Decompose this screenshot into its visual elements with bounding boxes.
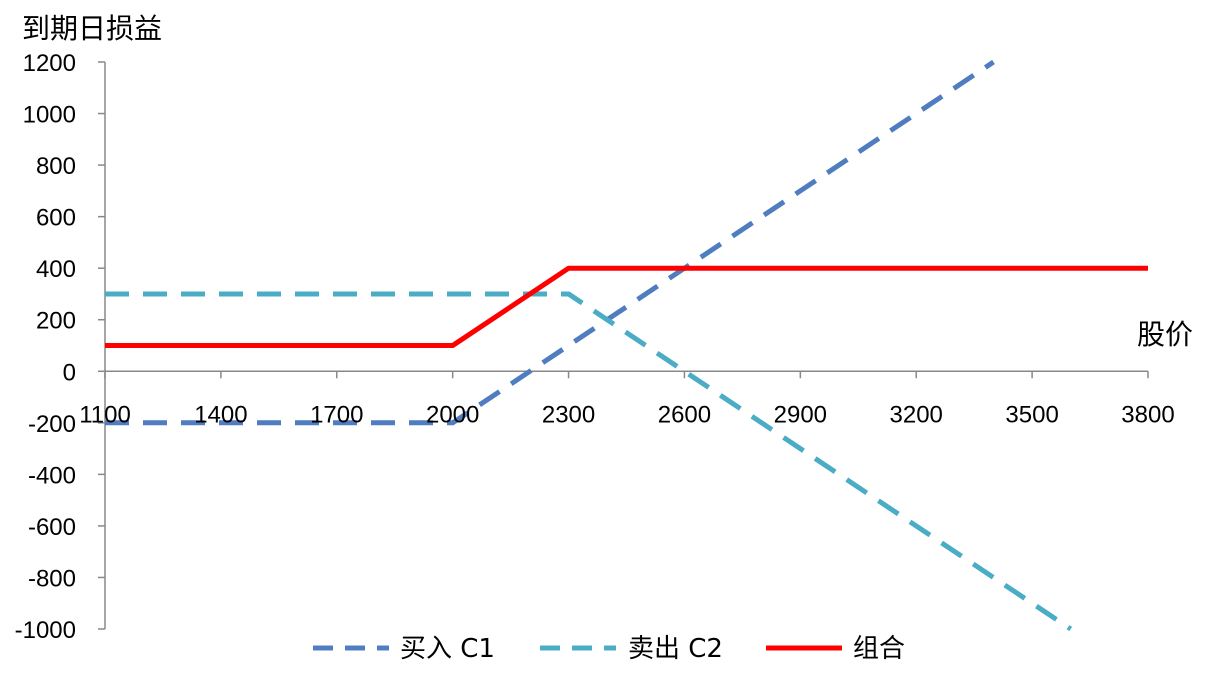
y-tick-label: 1200 <box>23 50 76 77</box>
series-line-long-call-c1 <box>105 59 995 426</box>
x-tick-label: 2900 <box>774 401 827 428</box>
y-tick-label: -800 <box>28 565 76 592</box>
legend-item-combination: 组合 <box>766 634 905 664</box>
y-tick-label: -200 <box>28 411 76 438</box>
x-tick-label: 1400 <box>194 401 247 428</box>
legend-label: 卖出 C2 <box>628 634 723 664</box>
legend: 买入 C1 卖出 C2 组合 <box>313 634 905 664</box>
y-tick-label: 400 <box>36 256 76 283</box>
series-line-combination <box>105 265 1148 348</box>
series-group <box>105 59 1148 632</box>
legend-label: 组合 <box>853 634 905 664</box>
y-tick-label: 800 <box>36 153 76 180</box>
y-tick-label: -1000 <box>15 617 76 644</box>
y-tick-label: 0 <box>63 359 76 386</box>
x-tick-label: 1700 <box>310 401 363 428</box>
series-line-short-call-c2 <box>105 291 1073 632</box>
legend-item-long-call-c1: 买入 C1 <box>313 634 495 664</box>
tick-labels: -1000 -800 -600 -400 -200 0 200 400 600 800 1000 12… <box>15 50 1175 644</box>
y-tick-label: 200 <box>36 308 76 335</box>
x-tick-label: 2000 <box>426 401 479 428</box>
x-axis-title: 股价 <box>1137 318 1193 351</box>
x-tick-label: 3800 <box>1121 401 1174 428</box>
y-tick-label: 600 <box>36 205 76 232</box>
y-tick-label: -400 <box>28 462 76 489</box>
legend-item-short-call-c2: 卖出 C2 <box>540 634 723 664</box>
x-tick-label: 2300 <box>542 401 595 428</box>
x-tick-label: 1100 <box>79 401 131 428</box>
x-tick-label: 2600 <box>658 401 711 428</box>
y-tick-label: 1000 <box>23 102 76 129</box>
y-axis-title: 到期日损益 <box>22 12 162 45</box>
x-tick-label: 3200 <box>890 401 943 428</box>
x-tick-label: 3500 <box>1005 401 1058 428</box>
legend-label: 买入 C1 <box>400 634 495 664</box>
y-tick-label: -600 <box>28 514 76 541</box>
